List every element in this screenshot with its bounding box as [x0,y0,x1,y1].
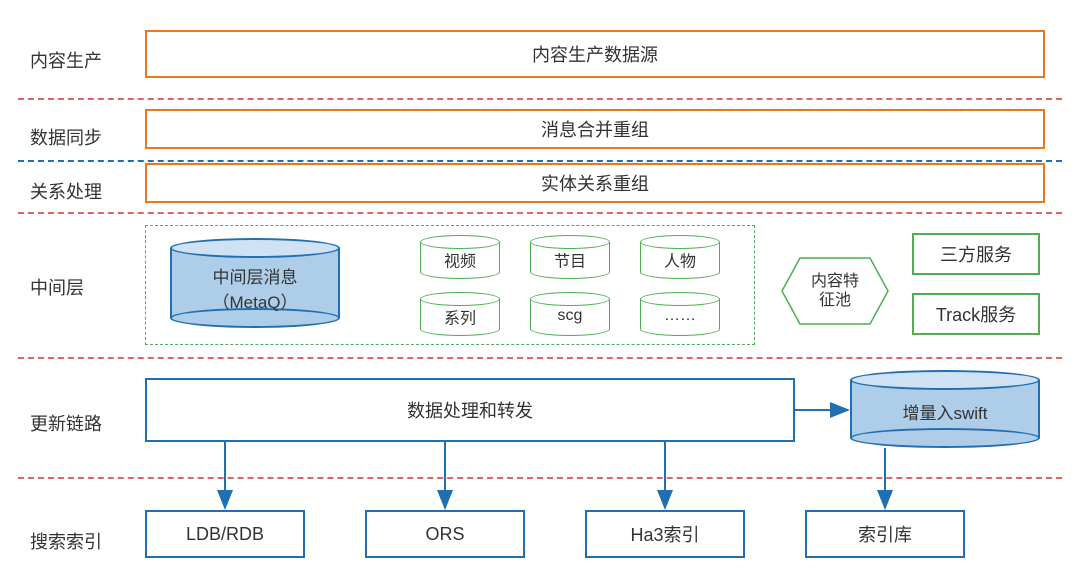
cylinder-video-label: 视频 [420,247,500,271]
cylinder-person-label: 人物 [640,247,720,271]
cylinder-program-label: 节目 [530,247,610,271]
cylinder-metaq-line1: 中间层消息 [213,268,298,287]
cylinder-series-label: 系列 [420,304,500,328]
diagram-canvas: 内容生产 数据同步 关系处理 中间层 更新链路 搜索索引 内容生产数据源 消息合… [0,0,1080,587]
hexagon-feature-pool-label: 内容特 征池 [811,272,859,310]
cylinder-scg-label: scg [530,307,610,325]
cylinder-metaq-line2: （MetaQ） [212,293,297,312]
cylinder-etc-label: …… [640,307,720,325]
cylinder-swift-label: 增量入swift [850,399,1040,424]
cylinder-metaq: 中间层消息 （MetaQ） [170,238,340,328]
cylinder-swift: 增量入swift [850,370,1040,448]
